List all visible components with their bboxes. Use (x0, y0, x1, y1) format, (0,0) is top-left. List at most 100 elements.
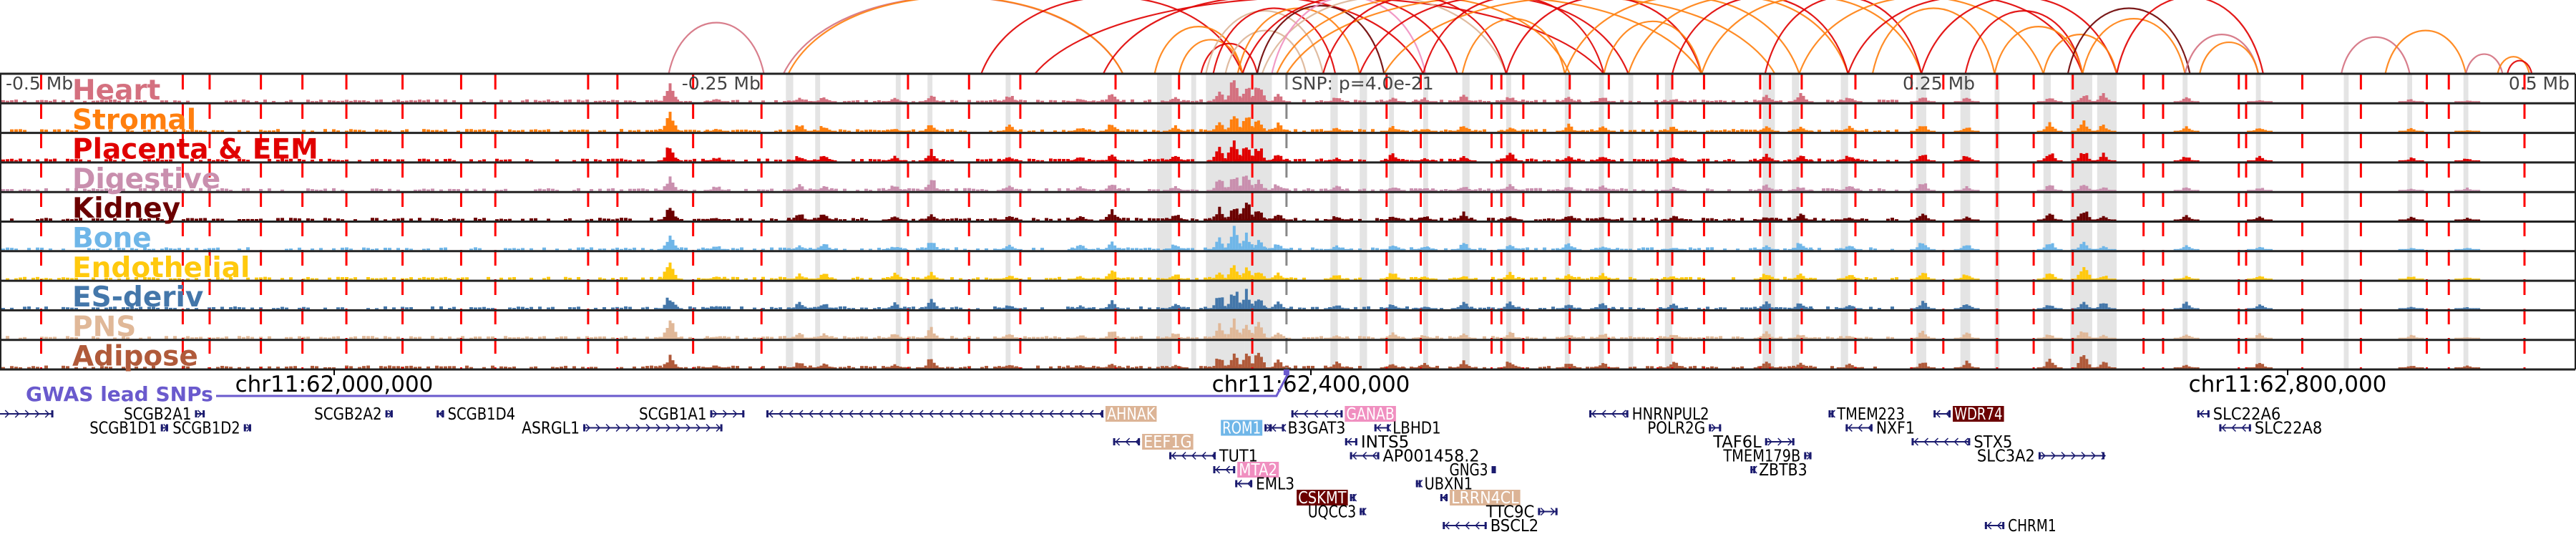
signal-bar (715, 218, 718, 221)
signal-bar (568, 130, 572, 132)
signal-bar (444, 276, 447, 280)
signal-bar (677, 219, 680, 221)
signal-bar (1793, 159, 1797, 162)
signal-bar (1122, 190, 1126, 191)
signal-bar (712, 186, 716, 191)
signal-bar (1126, 188, 1130, 191)
signal-bar (813, 130, 816, 132)
signal-bar (2054, 158, 2057, 162)
signal-bar (577, 276, 580, 280)
signal-bar (1185, 337, 1189, 339)
signal-bar (2085, 95, 2089, 102)
signal-bar (989, 218, 992, 221)
signal-bar (263, 100, 267, 102)
signal-bar (1856, 219, 1860, 221)
signal-bar (1431, 130, 1435, 132)
signal-bar (789, 160, 793, 162)
signal-bar (1773, 130, 1777, 132)
signal-bar (706, 190, 710, 191)
signal-bar (384, 219, 387, 221)
signal-bar (624, 159, 628, 162)
signal-bar (1790, 130, 1794, 132)
signal-bar (2418, 248, 2421, 251)
signal-bar (1765, 95, 1768, 102)
signal-bar (1410, 160, 1413, 162)
signal-bar (319, 337, 323, 339)
signal-bar (602, 218, 606, 221)
signal-bar (2079, 153, 2083, 162)
signal-bar (2093, 101, 2097, 102)
signal-bar (1053, 100, 1057, 102)
signal-bar (1586, 188, 1589, 191)
signal-bar (816, 160, 820, 162)
signal-bar (156, 307, 160, 309)
signal-bar (715, 246, 718, 251)
signal-bar (1212, 188, 1216, 191)
signal-bar (152, 306, 155, 309)
signal-bar (860, 159, 864, 162)
signal-bar (1090, 337, 1093, 339)
signal-bar (1434, 248, 1438, 251)
signal-bar (182, 189, 185, 191)
signal-bar (306, 337, 310, 339)
signal-bar (712, 218, 716, 221)
signal-bar (1239, 213, 1242, 221)
signal-bar (2079, 243, 2083, 251)
signal-bar (657, 337, 660, 339)
signal-bar (457, 189, 460, 191)
signal-bar (1062, 159, 1065, 162)
signal-bar (657, 279, 660, 280)
signal-bar (2074, 130, 2077, 132)
signal-bar (1661, 190, 1664, 191)
signal-bar (668, 83, 672, 102)
signal-bar (1162, 130, 1166, 132)
signal-bar (1259, 183, 1263, 191)
signal-bar (703, 337, 707, 339)
signal-bar (2071, 160, 2074, 162)
signal-bar (628, 160, 632, 162)
signal-bar (1005, 246, 1008, 251)
signal-bar (1179, 337, 1183, 339)
signal-bar (1347, 279, 1350, 280)
signal-bar (2048, 122, 2051, 132)
signal-bar (607, 188, 610, 191)
signal-bar (1162, 308, 1166, 309)
signal-bar (233, 306, 237, 309)
signal-bar (1551, 248, 1555, 251)
signal-bar (1251, 188, 1254, 191)
signal-bar (62, 219, 65, 221)
signal-bar (2107, 100, 2111, 102)
signal-bar (1842, 130, 1845, 132)
signal-bar (701, 279, 705, 280)
signal-bar (1968, 158, 1971, 162)
signal-bar (1895, 219, 1898, 221)
signal-bar (1341, 278, 1345, 280)
signal-bar (113, 218, 117, 221)
signal-bar (1807, 130, 1811, 132)
signal-bar (668, 208, 672, 221)
signal-bar (1410, 218, 1413, 221)
signal-bar (521, 337, 525, 339)
signal-bar (2039, 219, 2043, 221)
signal-bar (375, 248, 379, 251)
signal-bar (2398, 190, 2401, 191)
signal-bar (1740, 337, 1744, 339)
signal-bar (1212, 216, 1216, 221)
signal-bar (877, 306, 881, 309)
signal-bar (242, 99, 245, 102)
signal-bar (1282, 336, 1286, 339)
signal-bar (1959, 277, 1963, 280)
signal-bar (1073, 337, 1076, 339)
signal-bar (491, 308, 494, 309)
signal-bar (2460, 219, 2464, 221)
signal-bar (1732, 160, 1735, 162)
signal-bar (1417, 218, 1420, 221)
signal-bar (1749, 189, 1752, 191)
signal-bar (2193, 279, 2197, 280)
signal-bar (117, 100, 121, 102)
signal-bar (1244, 289, 1248, 309)
signal-bar (1075, 158, 1079, 162)
signal-bar (2253, 248, 2256, 251)
signal-bar (1511, 97, 1515, 102)
signal-bar (1965, 127, 1968, 132)
